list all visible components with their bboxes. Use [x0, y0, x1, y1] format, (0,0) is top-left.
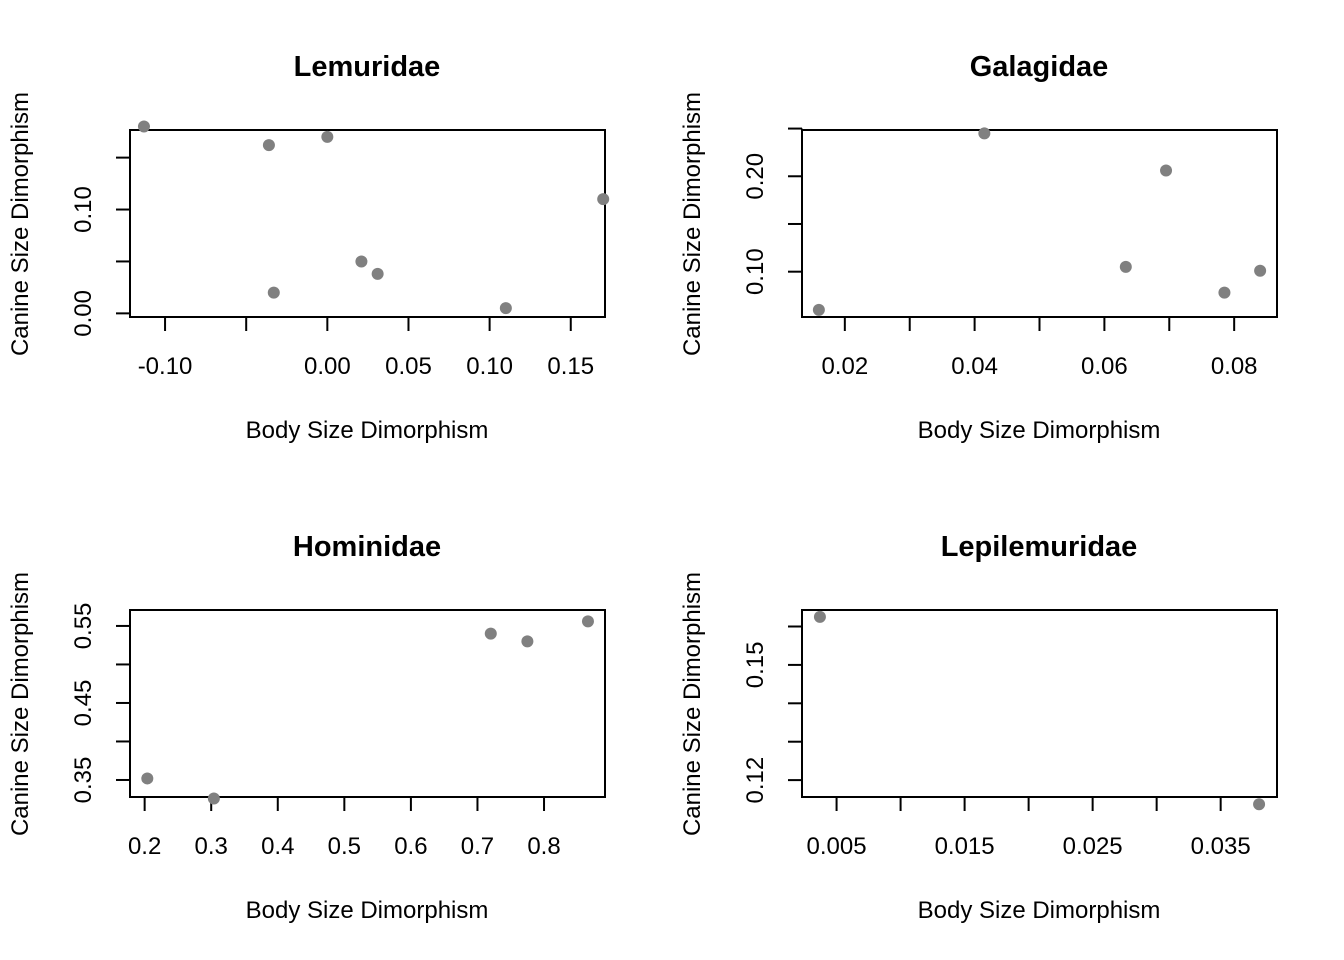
x-tick-label: 0.5 [328, 833, 361, 860]
panel-title: Galagidae [970, 51, 1109, 83]
data-point [813, 610, 826, 623]
plot-area-box [129, 129, 606, 318]
x-tick-label: 0.08 [1211, 353, 1258, 380]
y-tick-label: 0.45 [70, 680, 97, 727]
panel-hominidae: Hominidae Body Size Dimorphism Canine Si… [7, 531, 606, 924]
data-point [1119, 260, 1132, 273]
x-axis-label: Body Size Dimorphism [246, 417, 489, 444]
scatter-points [813, 610, 1266, 811]
axis-ticks: 0.02 0.04 0.06 0.08 0.10 0.20 [742, 127, 1258, 380]
scatter-points [812, 127, 1267, 316]
data-point [812, 303, 825, 316]
data-point [321, 130, 334, 143]
x-tick-label: 0.015 [935, 833, 995, 860]
panel-lemuridae: Lemuridae Body Size Dimorphism Canine Si… [7, 51, 610, 444]
plot-area-box [129, 609, 606, 798]
scatter-points [141, 615, 594, 805]
data-point [137, 120, 150, 133]
x-tick-label: 0.005 [807, 833, 867, 860]
x-tick-label: 0.06 [1081, 353, 1128, 380]
data-point [597, 193, 610, 206]
x-tick-label: 0.8 [527, 833, 560, 860]
data-point [1218, 286, 1231, 299]
x-tick-label: 0.6 [394, 833, 427, 860]
panel-title: Lepilemuridae [941, 531, 1138, 563]
y-axis-label: Canine Size Dimorphism [7, 572, 34, 836]
x-axis-label: Body Size Dimorphism [918, 897, 1161, 924]
data-point [355, 255, 368, 268]
x-tick-label: 0.025 [1063, 833, 1123, 860]
x-tick-label: 0.02 [821, 353, 868, 380]
y-axis-label: Canine Size Dimorphism [7, 92, 34, 356]
y-tick-label: 0.10 [742, 248, 769, 295]
y-tick-label: 0.15 [742, 642, 769, 689]
y-tick-label: 0.10 [70, 186, 97, 233]
scatter-points [137, 120, 610, 315]
x-tick-label: 0.04 [951, 353, 998, 380]
plot-area-box [801, 609, 1278, 798]
x-axis-label: Body Size Dimorphism [246, 897, 489, 924]
data-point [484, 627, 497, 640]
x-tick-label: 0.2 [128, 833, 161, 860]
x-tick-label: 0.15 [547, 353, 594, 380]
data-point [1254, 264, 1267, 277]
x-tick-label: 0.00 [304, 353, 351, 380]
data-point [262, 139, 275, 152]
y-tick-label: 0.00 [70, 290, 97, 337]
axis-ticks: -0.10 0.00 0.05 0.10 0.15 0.00 0.10 [70, 156, 594, 380]
data-point [978, 127, 991, 140]
panel-title: Lemuridae [294, 51, 441, 83]
axis-ticks: 0.2 0.3 0.4 0.5 0.6 0.7 0.8 0.35 0.45 0.55 [70, 603, 561, 860]
x-axis-label: Body Size Dimorphism [918, 417, 1161, 444]
y-tick-label: 0.20 [742, 153, 769, 200]
data-point [1160, 164, 1173, 177]
y-tick-label: 0.35 [70, 757, 97, 804]
x-tick-label: 0.035 [1191, 833, 1251, 860]
x-tick-label: 0.05 [385, 353, 432, 380]
panel-galagidae: Galagidae Body Size Dimorphism Canine Si… [679, 51, 1278, 444]
data-point [141, 772, 154, 785]
x-tick-label: 0.3 [195, 833, 228, 860]
data-point [521, 635, 534, 648]
data-point [207, 792, 220, 805]
panel-title: Hominidae [293, 531, 441, 563]
x-tick-label: 0.10 [466, 353, 513, 380]
plot-area-box [801, 129, 1278, 318]
data-point [499, 302, 512, 315]
x-tick-label: 0.7 [461, 833, 494, 860]
data-point [1253, 798, 1266, 811]
y-tick-label: 0.55 [70, 603, 97, 650]
panel-lepilemuridae: Lepilemuridae Body Size Dimorphism Canin… [679, 531, 1278, 924]
x-tick-label: -0.10 [138, 353, 193, 380]
axis-ticks: 0.005 0.015 0.025 0.035 0.12 0.15 [742, 625, 1251, 860]
data-point [267, 286, 280, 299]
y-tick-label: 0.12 [742, 757, 769, 804]
data-point [581, 615, 594, 628]
x-tick-label: 0.4 [261, 833, 294, 860]
data-point [371, 267, 384, 280]
y-axis-label: Canine Size Dimorphism [679, 572, 706, 836]
y-axis-label: Canine Size Dimorphism [679, 92, 706, 356]
